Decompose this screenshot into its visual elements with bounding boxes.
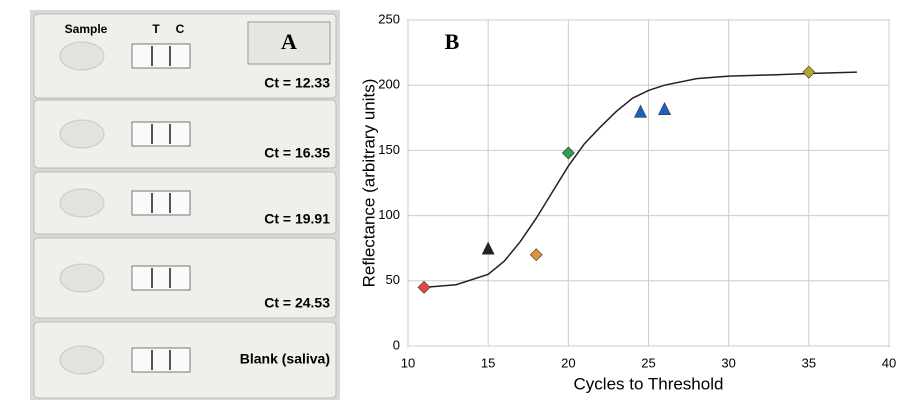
y-tick-label: 0 — [393, 337, 400, 352]
result-window — [132, 266, 190, 290]
sample-well — [60, 189, 104, 217]
y-axis-title: Reflectance (arbitrary units) — [359, 79, 378, 288]
panel-label: B — [445, 29, 460, 54]
result-window — [132, 44, 190, 68]
x-tick-label: 30 — [721, 355, 735, 370]
result-window — [132, 191, 190, 215]
x-tick-label: 10 — [401, 355, 415, 370]
x-tick-label: 20 — [561, 355, 575, 370]
x-tick-label: 25 — [641, 355, 655, 370]
ct-label: Blank (saliva) — [240, 351, 330, 367]
sample-well — [60, 120, 104, 148]
header-label: Sample — [65, 22, 108, 36]
x-axis-title: Cycles to Threshold — [574, 374, 724, 393]
sample-well — [60, 264, 104, 292]
result-window — [132, 348, 190, 372]
x-tick-label: 35 — [802, 355, 816, 370]
x-tick-label: 15 — [481, 355, 495, 370]
ct-label: Ct = 16.35 — [264, 145, 330, 161]
y-tick-label: 250 — [378, 11, 400, 26]
figure: Ct = 12.33 Ct = 16.35 Ct = 19.91 Ct = 24.53… — [0, 0, 901, 403]
header-label: C — [176, 22, 185, 36]
ct-label: Ct = 12.33 — [264, 75, 330, 91]
sample-well — [60, 42, 104, 70]
y-tick-label: 100 — [378, 207, 400, 222]
y-tick-label: 200 — [378, 77, 400, 92]
panel-label: A — [281, 29, 297, 54]
y-tick-label: 150 — [378, 142, 400, 157]
x-tick-label: 40 — [882, 355, 896, 370]
sample-well — [60, 346, 104, 374]
y-tick-label: 50 — [386, 272, 400, 287]
panel-b: 0 50 100 150 200 250 10 15 20 25 30 35 40 Cycles to T… — [359, 11, 896, 393]
header-label: T — [152, 22, 160, 36]
ct-label: Ct = 24.53 — [264, 295, 330, 311]
ct-label: Ct = 19.91 — [264, 211, 330, 227]
result-window — [132, 122, 190, 146]
panel-a: Ct = 12.33 Ct = 16.35 Ct = 19.91 Ct = 24.53… — [30, 10, 340, 400]
